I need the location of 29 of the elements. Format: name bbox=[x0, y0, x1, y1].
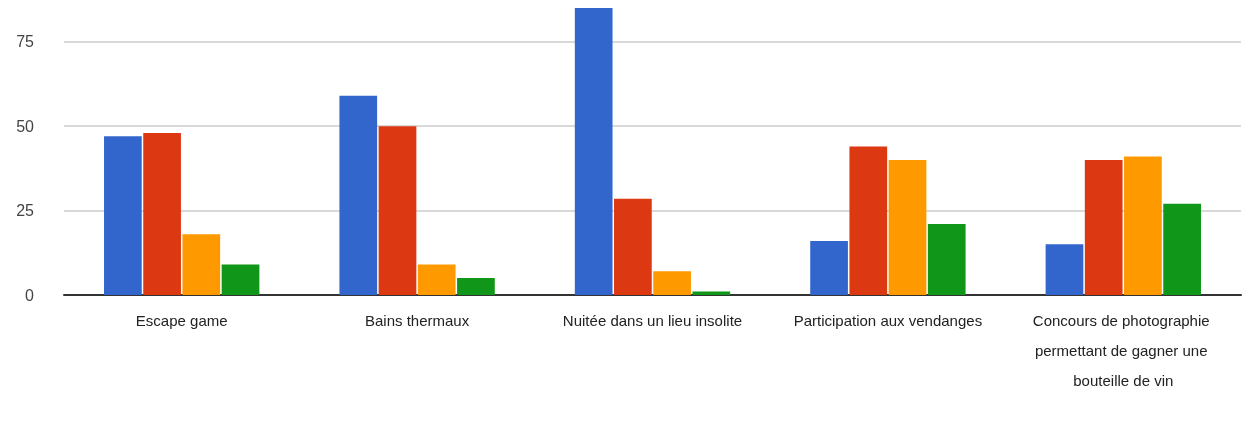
x-tick-label: Participation aux vendanges bbox=[793, 311, 983, 329]
bar bbox=[417, 264, 456, 295]
bar bbox=[574, 8, 613, 295]
bar bbox=[692, 291, 731, 295]
x-tick-label: Escape game bbox=[135, 311, 228, 329]
bar bbox=[849, 146, 888, 295]
x-tick-label: Bains thermaux bbox=[364, 311, 470, 329]
bar bbox=[221, 264, 260, 295]
bar bbox=[888, 159, 927, 295]
y-tick-label: 75 bbox=[16, 33, 35, 51]
bar bbox=[143, 132, 181, 295]
bar bbox=[927, 224, 966, 295]
bar bbox=[457, 278, 495, 295]
bar bbox=[339, 95, 378, 295]
bar bbox=[1124, 156, 1162, 295]
bar bbox=[1163, 203, 1201, 295]
y-tick-label: 50 bbox=[16, 117, 35, 135]
bar bbox=[1084, 159, 1123, 295]
bar bbox=[104, 136, 142, 295]
x-tick-label: Concours de photographie permettant de gagner une bouteille de vin bbox=[1032, 311, 1214, 389]
bar bbox=[653, 271, 691, 295]
bar bbox=[1045, 244, 1084, 295]
x-tick-label: Nuitée dans un lieu insolite bbox=[562, 311, 743, 329]
bar bbox=[810, 240, 848, 295]
y-tick-label: 0 bbox=[25, 286, 35, 304]
y-tick-label: 25 bbox=[16, 202, 35, 220]
bar bbox=[614, 198, 652, 295]
bar bbox=[182, 234, 221, 295]
bar bbox=[378, 126, 417, 295]
